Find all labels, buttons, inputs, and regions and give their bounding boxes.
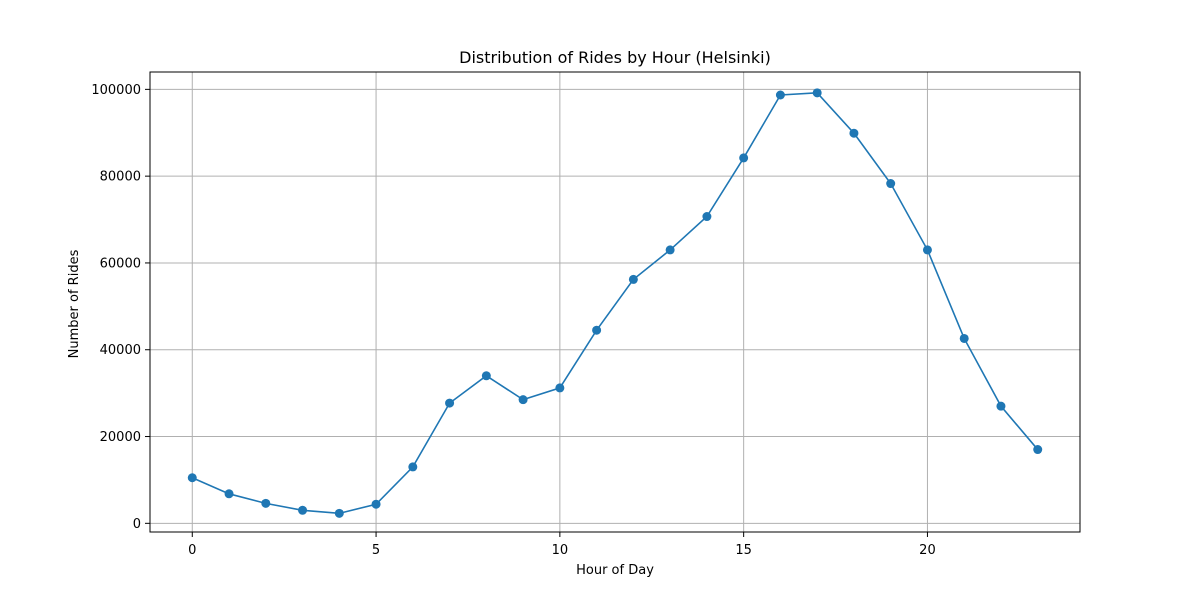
y-axis-ticks: 0 20000 40000 60000 80000 100000 bbox=[91, 83, 150, 532]
data-point bbox=[665, 245, 675, 255]
x-axis-label: Hour of Day bbox=[576, 563, 654, 578]
data-point bbox=[739, 153, 749, 163]
data-point bbox=[702, 212, 712, 222]
grid bbox=[150, 72, 1080, 532]
data-point bbox=[408, 462, 418, 472]
x-axis-ticks: 0 5 10 15 20 bbox=[188, 532, 936, 558]
data-points bbox=[187, 88, 1043, 518]
y-tick-label: 60000 bbox=[100, 256, 141, 271]
data-point bbox=[849, 128, 859, 138]
data-point bbox=[996, 401, 1006, 411]
series-line bbox=[191, 92, 1039, 515]
x-tick-label: 15 bbox=[735, 543, 752, 558]
data-point bbox=[224, 489, 234, 499]
data-point bbox=[371, 499, 381, 509]
y-axis-label: Number of Rides bbox=[67, 249, 82, 358]
data-point bbox=[445, 398, 455, 408]
data-point bbox=[261, 498, 271, 508]
data-point bbox=[187, 473, 197, 483]
y-tick-label: 20000 bbox=[100, 430, 141, 445]
data-point bbox=[481, 371, 491, 381]
data-point bbox=[298, 505, 308, 515]
data-point bbox=[1033, 445, 1043, 455]
x-tick-label: 0 bbox=[188, 543, 196, 558]
chart-title: Distribution of Rides by Hour (Helsinki) bbox=[459, 48, 771, 67]
data-point bbox=[628, 274, 638, 284]
data-point bbox=[334, 508, 344, 518]
y-tick-label: 80000 bbox=[100, 170, 141, 185]
plot-frame bbox=[149, 71, 1081, 533]
data-point bbox=[775, 90, 785, 100]
y-tick-label: 100000 bbox=[91, 83, 141, 98]
data-point bbox=[922, 245, 932, 255]
data-point bbox=[812, 88, 822, 98]
data-point bbox=[886, 179, 896, 189]
x-tick-label: 10 bbox=[552, 543, 569, 558]
data-point bbox=[518, 395, 528, 405]
data-point bbox=[555, 383, 565, 393]
data-point bbox=[592, 325, 602, 335]
data-point bbox=[959, 333, 969, 343]
y-tick-label: 0 bbox=[133, 517, 141, 532]
x-tick-label: 20 bbox=[919, 543, 936, 558]
x-tick-label: 5 bbox=[372, 543, 380, 558]
y-tick-label: 40000 bbox=[100, 343, 141, 358]
